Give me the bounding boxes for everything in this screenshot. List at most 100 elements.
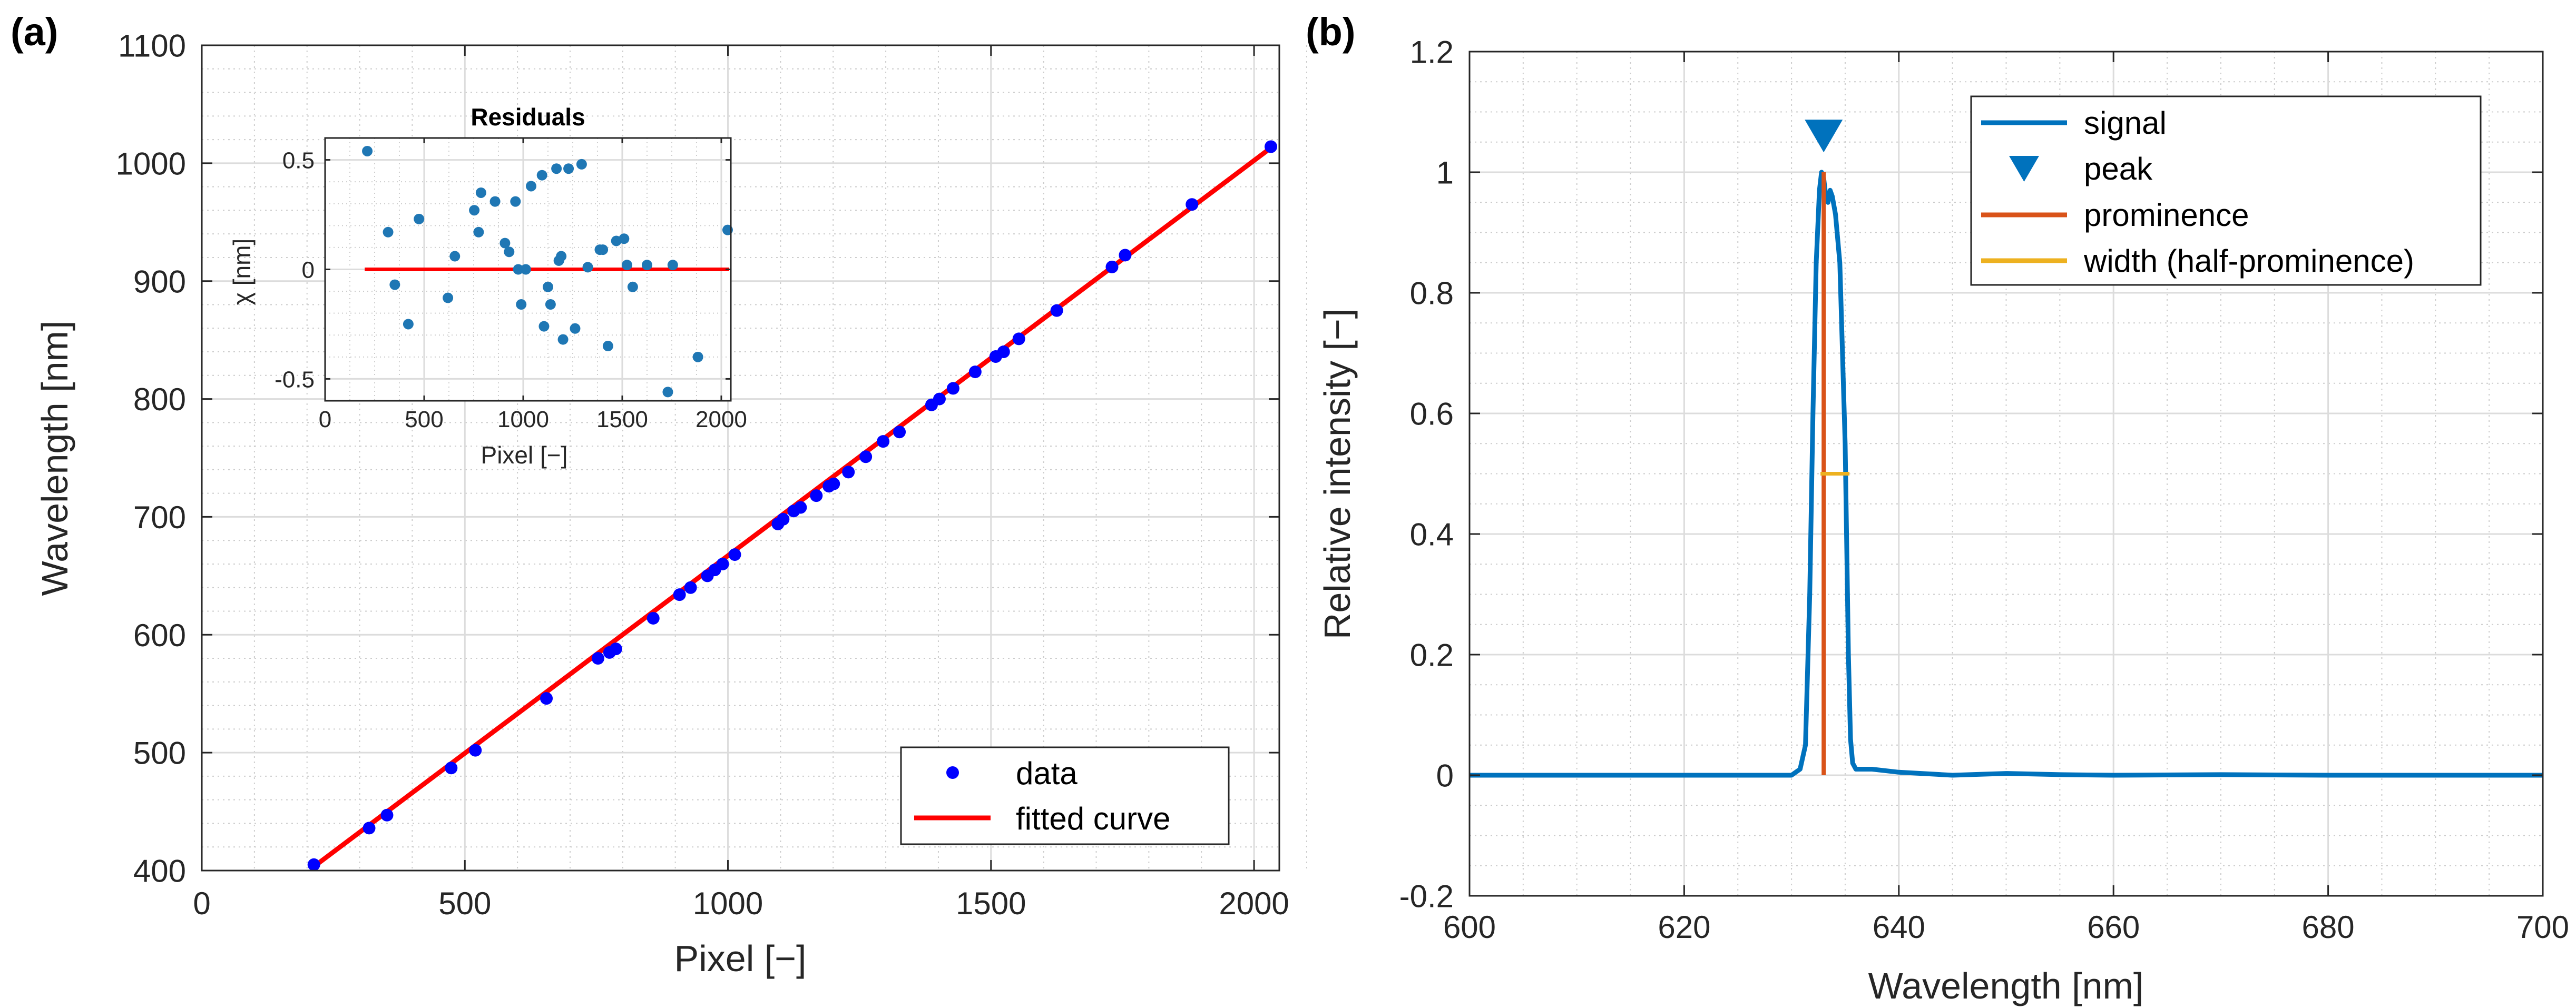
x-tick-label: 2000: [696, 407, 747, 432]
legend-data-label: data: [1016, 756, 1078, 791]
y-tick-label: 500: [133, 736, 186, 771]
residual-point: [662, 387, 673, 398]
panel-b-label: (b): [1306, 10, 1356, 54]
y-tick-label: 1: [1436, 155, 1454, 191]
panel-b-x-axis-label: Wavelength [nm]: [1868, 965, 2144, 1006]
y-tick-label: 0.2: [1410, 638, 1454, 673]
residual-point: [556, 251, 567, 262]
residual-point: [469, 205, 480, 216]
residual-point: [582, 262, 593, 273]
data-point: [794, 501, 807, 514]
panel-a-y-tick-labels: 400 500 600 700 800 900 1000 1100: [116, 28, 186, 889]
y-tick-label: 800: [133, 382, 186, 417]
data-point: [380, 808, 394, 822]
residual-point: [641, 260, 652, 271]
residual-point: [598, 244, 609, 255]
y-tick-label: 400: [133, 854, 186, 889]
legend-width-label: width (half-prominence): [2083, 243, 2414, 279]
x-tick-label: 500: [405, 407, 443, 432]
residual-point: [576, 159, 587, 170]
inset-title: Residuals: [471, 103, 585, 131]
data-point: [842, 466, 855, 479]
residual-point: [389, 279, 400, 290]
residual-point: [542, 281, 553, 292]
x-tick-label: 600: [1443, 910, 1496, 945]
panel-b-legend-box: [1970, 95, 2482, 286]
y-tick-label: 0.6: [1410, 397, 1454, 432]
residual-point: [383, 226, 394, 238]
residual-point: [619, 233, 630, 244]
inset-y-tick-labels: -0.5 0 0.5: [275, 147, 315, 392]
panel-b-legend: signal peak prominence width (half-promi…: [1970, 95, 2482, 286]
data-point: [1050, 304, 1063, 317]
legend-signal-label: signal: [2084, 105, 2167, 141]
residual-point: [627, 281, 638, 292]
residual-point: [504, 246, 515, 258]
residual-point: [545, 299, 556, 310]
residual-point: [667, 260, 678, 271]
x-tick-label: 640: [1873, 910, 1925, 945]
peak-marker: [1805, 120, 1843, 153]
data-point: [684, 581, 697, 594]
data-point: [1265, 140, 1278, 153]
y-tick-label: 1100: [118, 28, 186, 64]
y-tick-label: 0.5: [282, 147, 315, 173]
data-point: [946, 382, 959, 395]
data-point: [997, 345, 1010, 359]
legend-data-marker: [946, 766, 959, 779]
y-tick-label: -0.2: [1399, 879, 1454, 914]
panel-a-legend-box: [900, 746, 1230, 845]
panel-b-axes-box: [1468, 51, 2544, 897]
panel-a-axes-box: [201, 44, 1280, 872]
residual-point: [513, 264, 524, 275]
x-tick-label: 500: [438, 886, 491, 921]
residual-point: [489, 196, 501, 207]
panel-b-x-tick-labels: 600 620 640 660 680 700: [1443, 910, 2569, 945]
residual-point: [538, 321, 550, 332]
data-point: [307, 858, 320, 871]
data-point: [469, 744, 482, 757]
inset-x-tick-labels: 0 500 1000 1500 2000: [319, 407, 747, 432]
data-point: [673, 588, 686, 601]
residual-point: [570, 323, 581, 334]
y-tick-label: 700: [133, 500, 186, 535]
panel-a-legend: data fitted curve: [900, 746, 1230, 845]
signal-line: [1470, 170, 2543, 778]
data-point: [540, 692, 553, 705]
panel-b-annotations-layer: [1805, 120, 1850, 775]
x-tick-label: 2000: [1219, 886, 1289, 921]
residual-point: [520, 264, 531, 275]
residual-point: [362, 145, 373, 156]
residual-point: [516, 299, 527, 310]
y-tick-label: 1000: [116, 146, 186, 181]
residual-point: [403, 319, 414, 330]
legend-peak-label: peak: [2084, 151, 2153, 186]
residual-point: [551, 163, 562, 174]
panel-b-y-tick-labels: -0.2 0 0.2 0.4 0.6 0.8 1 1.2: [1399, 35, 1454, 914]
residual-point: [621, 260, 632, 271]
data-point: [1105, 260, 1119, 273]
x-tick-label: 620: [1658, 910, 1710, 945]
y-tick-label: 900: [133, 264, 186, 299]
inset-x-axis-label: Pixel [−]: [481, 441, 568, 469]
panel-b-signal-layer: [1470, 170, 2543, 778]
legend-prominence-label: prominence: [2084, 197, 2249, 233]
data-point: [591, 652, 604, 665]
x-tick-label: 0: [319, 407, 331, 432]
panel-a-x-axis-label: Pixel [−]: [674, 938, 807, 979]
panel-a-ticks: [201, 44, 1279, 872]
data-point: [777, 512, 790, 526]
x-tick-label: 1000: [497, 407, 549, 432]
y-tick-label: 0.4: [1410, 517, 1454, 552]
x-tick-label: 0: [193, 886, 210, 921]
inset-ticks: [324, 138, 731, 401]
legend-fitted-curve-label: fitted curve: [1016, 801, 1170, 836]
data-point: [445, 762, 458, 775]
x-tick-label: 1000: [693, 886, 763, 921]
x-tick-label: 680: [2302, 910, 2355, 945]
residual-point: [510, 196, 521, 207]
x-tick-label: 1500: [596, 407, 648, 432]
panel-b-ticks: [1468, 51, 2544, 897]
data-point: [968, 365, 982, 379]
panel-b-chart: (b) 600 620 640 660 680 700 -0.2 0 0.2 0.4 0.6 0.8…: [1306, 10, 2569, 1006]
